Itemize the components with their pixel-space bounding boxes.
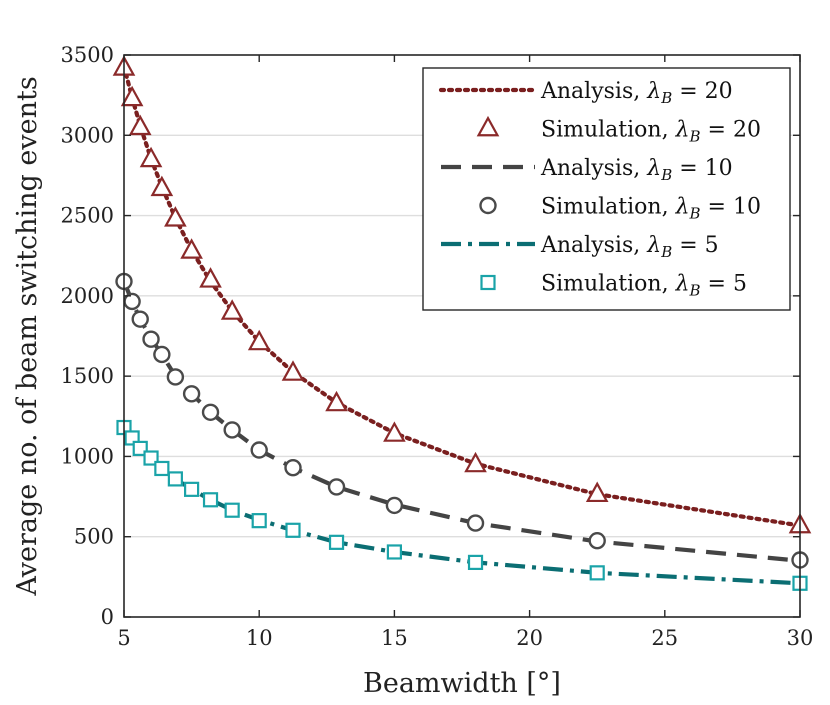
circle-marker xyxy=(466,514,485,532)
triangle-marker xyxy=(120,85,144,107)
x-tick-label: 10 xyxy=(246,626,273,650)
legend-label-lambda: λ xyxy=(675,272,690,297)
legend-label-lambda: λ xyxy=(675,195,690,220)
legend-label-lambda: λ xyxy=(646,233,661,258)
circle-marker xyxy=(385,496,404,515)
legend-label-value: = 5 xyxy=(701,272,747,297)
triangle-marker xyxy=(383,421,406,442)
legend-label-prefix: Simulation, xyxy=(541,272,676,297)
square-marker xyxy=(467,554,484,571)
square-marker xyxy=(224,502,240,518)
square-marker xyxy=(328,534,345,550)
triangle-marker xyxy=(585,481,609,503)
triangle-marker xyxy=(281,360,305,381)
legend-label-subscript: B xyxy=(660,243,672,261)
legend-label-lambda: λ xyxy=(646,79,661,104)
circle-marker xyxy=(327,478,346,496)
square-marker xyxy=(386,544,402,560)
legend-label-prefix: Analysis, xyxy=(540,233,647,258)
legend-label-value: = 5 xyxy=(672,233,718,258)
series-markers-1 xyxy=(112,55,812,534)
square-marker xyxy=(285,522,301,538)
triangle-marker xyxy=(180,238,203,259)
square-marker xyxy=(202,492,219,508)
triangle-marker xyxy=(247,329,271,351)
y-tick-label: 0 xyxy=(101,605,114,629)
circle-marker xyxy=(153,345,171,364)
circle-marker xyxy=(201,403,220,421)
square-marker xyxy=(589,565,605,581)
legend-label-subscript: B xyxy=(660,166,672,184)
legend-label-prefix: Analysis, xyxy=(540,156,647,181)
circle-marker xyxy=(142,330,160,348)
legend-label-prefix: Simulation, xyxy=(541,118,676,143)
triangle-marker xyxy=(464,451,487,473)
circle-marker xyxy=(284,458,302,477)
legend-label-lambda: λ xyxy=(675,118,690,143)
circle-marker xyxy=(182,385,201,403)
x-tick-label: 25 xyxy=(651,626,678,650)
y-tick-label: 2000 xyxy=(61,284,114,308)
y-tick-label: 1000 xyxy=(61,444,114,468)
legend-label-value: = 10 xyxy=(701,195,761,220)
legend-label-prefix: Analysis, xyxy=(540,79,647,104)
legend-label-subscript: B xyxy=(689,205,701,223)
y-tick-label: 3000 xyxy=(61,123,114,147)
x-tick-label: 20 xyxy=(516,626,543,650)
legend-entry-label: Simulation, λB = 20 xyxy=(541,118,761,146)
triangle-marker xyxy=(128,114,152,136)
legend-label-subscript: B xyxy=(689,282,701,300)
series-markers-3 xyxy=(116,419,808,591)
legend-entry-label: Analysis, λB = 20 xyxy=(540,79,733,107)
series-line-1 xyxy=(121,64,803,528)
legend-label-prefix: Simulation, xyxy=(541,195,676,220)
square-marker xyxy=(167,471,183,487)
triangle-marker xyxy=(220,299,244,320)
plot-frame xyxy=(123,54,801,618)
triangle-marker xyxy=(164,206,187,227)
legend-label-value: = 20 xyxy=(701,118,761,143)
y-tick-label: 500 xyxy=(74,525,114,549)
series-markers-2 xyxy=(115,272,809,569)
triangle-marker xyxy=(325,390,348,412)
legend-entry-label: Analysis, λB = 10 xyxy=(540,156,733,184)
circle-marker xyxy=(131,310,149,328)
y-tick-label: 3500 xyxy=(61,43,114,67)
x-tick-label: 5 xyxy=(117,626,130,650)
square-marker xyxy=(154,460,170,477)
legend-swatch-circle xyxy=(479,196,497,215)
circle-marker xyxy=(250,441,268,459)
legend-label-lambda: λ xyxy=(646,156,661,181)
series-layer xyxy=(112,55,812,591)
series-line-3 xyxy=(122,425,801,586)
circle-marker xyxy=(166,368,185,386)
legend-label-value: = 10 xyxy=(672,156,732,181)
legend-label-subscript: B xyxy=(689,128,701,146)
legend-box xyxy=(422,67,791,311)
circle-marker xyxy=(588,532,606,550)
y-tick-label: 1500 xyxy=(61,364,114,388)
legend-entry-label: Simulation, λB = 10 xyxy=(541,195,761,223)
legend-label-subscript: B xyxy=(660,89,672,107)
legend-entry-label: Simulation, λB = 5 xyxy=(541,272,747,300)
legend-entry-label: Analysis, λB = 5 xyxy=(540,233,719,261)
triangle-marker xyxy=(199,267,222,288)
square-marker xyxy=(251,513,267,529)
triangle-marker xyxy=(139,146,163,168)
y-tick-label: 2500 xyxy=(61,204,114,228)
y-axis-title: Average no. of beam switching events xyxy=(12,76,43,596)
x-axis-title: Beamwidth [°] xyxy=(363,668,561,699)
x-tick-label: 15 xyxy=(381,626,408,650)
legend-swatch-square xyxy=(480,274,496,291)
circle-marker xyxy=(223,421,241,439)
axis-ticks: 0 500 1000 1500 2000 2500 3000 3500 5 10 15 20 25 30 xyxy=(61,43,814,650)
x-tick-label: 30 xyxy=(787,626,814,650)
square-marker xyxy=(184,481,200,497)
legend-label-value: = 20 xyxy=(672,79,732,104)
triangle-marker xyxy=(150,175,174,197)
legend-swatch-triangle xyxy=(476,115,500,137)
series-line-2 xyxy=(122,280,801,563)
